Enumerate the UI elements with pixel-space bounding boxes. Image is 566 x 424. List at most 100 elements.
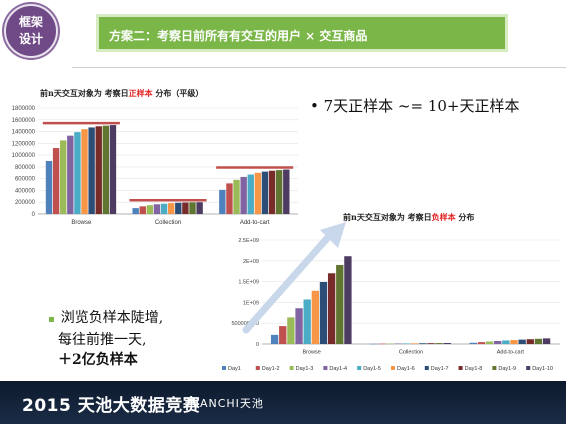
legend-label: Day1-3 xyxy=(296,366,314,372)
y-tick-label: 400000 xyxy=(15,188,36,194)
bar-day1-9 xyxy=(435,343,443,344)
bar-day1-2 xyxy=(226,183,233,214)
y-tick-label: 1200000 xyxy=(12,141,36,147)
legend-label: Day1-7 xyxy=(431,366,449,372)
bar-day1-7 xyxy=(518,339,526,344)
legend-label: Day1-2 xyxy=(262,366,280,372)
positive-sample-chart: 0 200000 400000 600000 800000 1000000 1200000 1… xyxy=(12,106,298,226)
bar-day1-3 xyxy=(60,140,67,214)
y-tick-label: 2.5E+09 xyxy=(238,238,259,244)
x-tick-label: Collection xyxy=(399,350,423,356)
framework-design-badge: 框架 设计 xyxy=(4,4,58,58)
negative-sample-chart: 0 500000000 1E+09 1.5E+09 2E+09 2.5E+09 Browse… xyxy=(222,222,560,372)
legend-swatch xyxy=(323,366,328,370)
legend-swatch xyxy=(222,366,226,370)
chart2-title-highlight: 负样本 xyxy=(431,212,456,222)
legend-swatch xyxy=(391,366,395,370)
bar-day1-8 xyxy=(182,202,189,214)
chart1-title-pre: 前n天交互对象为 考察日 xyxy=(40,88,129,98)
bar-day1-10 xyxy=(109,125,117,214)
bar-day1-4 xyxy=(240,176,247,214)
bar-day1 xyxy=(132,208,139,214)
bar-day1 xyxy=(370,343,378,345)
y-tick-label: 1000000 xyxy=(12,153,36,159)
legend-label: Day1-9 xyxy=(498,366,516,372)
bar-day1-3 xyxy=(146,205,154,214)
bar-day1-9 xyxy=(534,338,543,344)
bar-day1-4 xyxy=(295,308,303,344)
legend-label: Day1-6 xyxy=(397,366,415,372)
y-tick-label: 600000 xyxy=(15,177,36,183)
bar-day1-2 xyxy=(279,326,287,344)
chart1-title-highlight: 正样本 xyxy=(128,88,153,98)
y-tick-label: 500000000 xyxy=(231,321,259,327)
slide-title: 方案二：考察日前所有有交互的用户 × 交互商品 xyxy=(109,29,368,43)
bar-day1-3 xyxy=(287,317,295,344)
x-tick-label: Add-to-cart xyxy=(497,350,525,356)
slide-title-banner: 方案二：考察日前所有有交互的用户 × 交互商品 xyxy=(96,14,508,52)
legend-swatch xyxy=(492,366,497,370)
bar-day1-8 xyxy=(95,126,102,214)
bar-day1-2 xyxy=(52,148,60,214)
trend-arrow-shaft xyxy=(242,231,334,334)
y-tick-label: 200000 xyxy=(15,200,36,206)
x-tick-label: Browse xyxy=(71,220,92,226)
bar-day1-2 xyxy=(477,342,486,344)
bar-day1-5 xyxy=(303,299,311,344)
tianchi-logo: TIANCHI天池 xyxy=(188,397,264,410)
bar-day1-8 xyxy=(268,170,276,214)
badge-line-1: 框架 xyxy=(18,15,43,29)
bar-day1-10 xyxy=(542,338,551,344)
y-tick-label: 800000 xyxy=(15,165,36,171)
bar-day1-4 xyxy=(67,135,74,214)
legend-label: Day1-10 xyxy=(532,366,553,372)
y-tick-label: 1600000 xyxy=(12,118,36,124)
bar-day1-9 xyxy=(102,125,110,214)
legend-swatch xyxy=(289,366,294,370)
bar-day1-5 xyxy=(502,340,510,344)
y-tick-label: 0 xyxy=(256,342,259,348)
bar-day1-4 xyxy=(394,343,403,345)
bar-day1-8 xyxy=(526,339,534,344)
legend-label: Day1-8 xyxy=(465,366,483,372)
note-line-1: 浏览负样本陡增, xyxy=(60,310,164,326)
bar-day1-10 xyxy=(344,256,352,344)
bar-day1-7 xyxy=(261,171,269,214)
y-tick-label: 1400000 xyxy=(12,130,36,136)
bar-day1 xyxy=(219,189,226,214)
bar-day1-6 xyxy=(510,340,518,344)
badge-line-2: 设计 xyxy=(18,32,43,46)
trend-arrow-head xyxy=(320,222,346,248)
chart2-title: 前n天交互对象为 考察日负样本 分布 xyxy=(343,212,474,223)
bar-day1-5 xyxy=(160,203,168,214)
bar-day1-6 xyxy=(81,129,88,214)
bar-day1-6 xyxy=(254,172,262,214)
bar-day1 xyxy=(270,334,279,344)
x-tick-label: Collection xyxy=(155,220,181,226)
bar-day1-8 xyxy=(327,273,336,344)
chart1-title-post: 分布（平级） xyxy=(152,88,204,98)
bar-day1-7 xyxy=(88,127,95,214)
legend-swatch xyxy=(357,366,362,370)
legend-label: Day1-4 xyxy=(329,366,347,372)
bar-day1-6 xyxy=(168,203,175,214)
x-tick-label: Browse xyxy=(302,350,320,356)
bar-day1-2 xyxy=(378,343,386,345)
bar-day1-6 xyxy=(411,343,419,344)
bar-day1-4 xyxy=(494,341,502,344)
bar-day1-3 xyxy=(386,343,394,345)
footer-title: 2015 天池大数据竞赛 xyxy=(22,396,201,416)
bar-day1-6 xyxy=(311,290,319,344)
footer-bar: 2015 天池大数据竞赛 TIANCHI天池 xyxy=(0,381,566,424)
legend-label: Day1-5 xyxy=(363,366,381,372)
chart2-title-pre: 前n天交互对象为 考察日 xyxy=(343,212,432,222)
bar-day1-7 xyxy=(419,343,427,344)
note-line-3: ＋2亿负样本 xyxy=(58,352,138,368)
chart1-title: 前n天交互对象为 考察日正样本 分布（平级） xyxy=(40,88,203,99)
bar-day1-7 xyxy=(319,282,328,344)
header-divider xyxy=(72,67,566,68)
note-bullet: ▪ xyxy=(48,314,55,325)
legend-swatch xyxy=(424,366,429,370)
legend-swatch xyxy=(526,366,531,370)
y-tick-label: 2E+09 xyxy=(243,259,259,265)
